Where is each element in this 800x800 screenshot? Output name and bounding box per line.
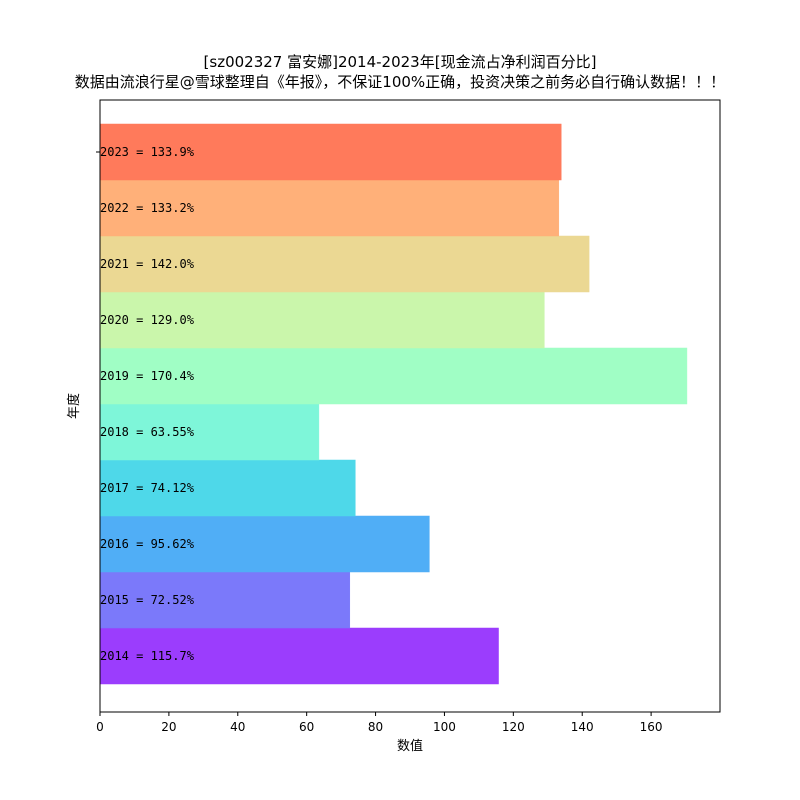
bar-group: 2014 = 115.7% 2015 = 72.52% 2016 = 95.62% 2… <box>96 123 688 685</box>
bar-label-2020: 2020 = 129.0% <box>100 313 195 327</box>
bar-label-2023: 2023 = 133.9% <box>100 145 195 159</box>
x-tick-label: 140 <box>571 720 594 734</box>
x-tick-label: 160 <box>640 720 663 734</box>
bar-label-2014: 2014 = 115.7% <box>100 649 195 663</box>
bar-2020 <box>99 291 545 349</box>
chart-title: [sz002327 富安娜]2014-2023年[现金流占净利润百分比] <box>203 53 597 71</box>
plot-frame <box>99 99 721 713</box>
x-tick-label: 0 <box>96 720 104 734</box>
x-tick-label: 20 <box>161 720 176 734</box>
bar-2023 <box>99 123 562 181</box>
bar-label-2022: 2022 = 133.2% <box>100 201 195 215</box>
chart-subtitle: 数据由流浪行星@雪球整理自《年报》，不保证100%正确，投资决策之前务必自行确认… <box>74 73 726 91</box>
x-axis-ticks: 0 20 40 60 80 100 120 140 160 <box>96 712 663 734</box>
bar-label-2021: 2021 = 142.0% <box>100 257 195 271</box>
bar-2014 <box>99 627 499 685</box>
bar-2017 <box>99 459 356 517</box>
bar-label-2018: 2018 = 63.55% <box>100 425 195 439</box>
x-tick-label: 80 <box>368 720 383 734</box>
bar-label-2017: 2017 = 74.12% <box>100 481 195 495</box>
bar-2021 <box>99 235 590 293</box>
y-axis-label: 年度 <box>66 393 82 419</box>
x-tick-label: 60 <box>299 720 314 734</box>
x-tick-label: 40 <box>230 720 245 734</box>
x-axis-label: 数值 <box>397 738 423 754</box>
bar-2015 <box>99 571 351 629</box>
bar-label-2015: 2015 = 72.52% <box>100 593 195 607</box>
x-tick-label: 100 <box>433 720 456 734</box>
bar-2022 <box>99 179 560 237</box>
bar-2016 <box>99 515 430 573</box>
bar-label-2019: 2019 = 170.4% <box>100 369 195 383</box>
x-tick-label: 120 <box>502 720 525 734</box>
bar-label-2016: 2016 = 95.62% <box>100 537 195 551</box>
